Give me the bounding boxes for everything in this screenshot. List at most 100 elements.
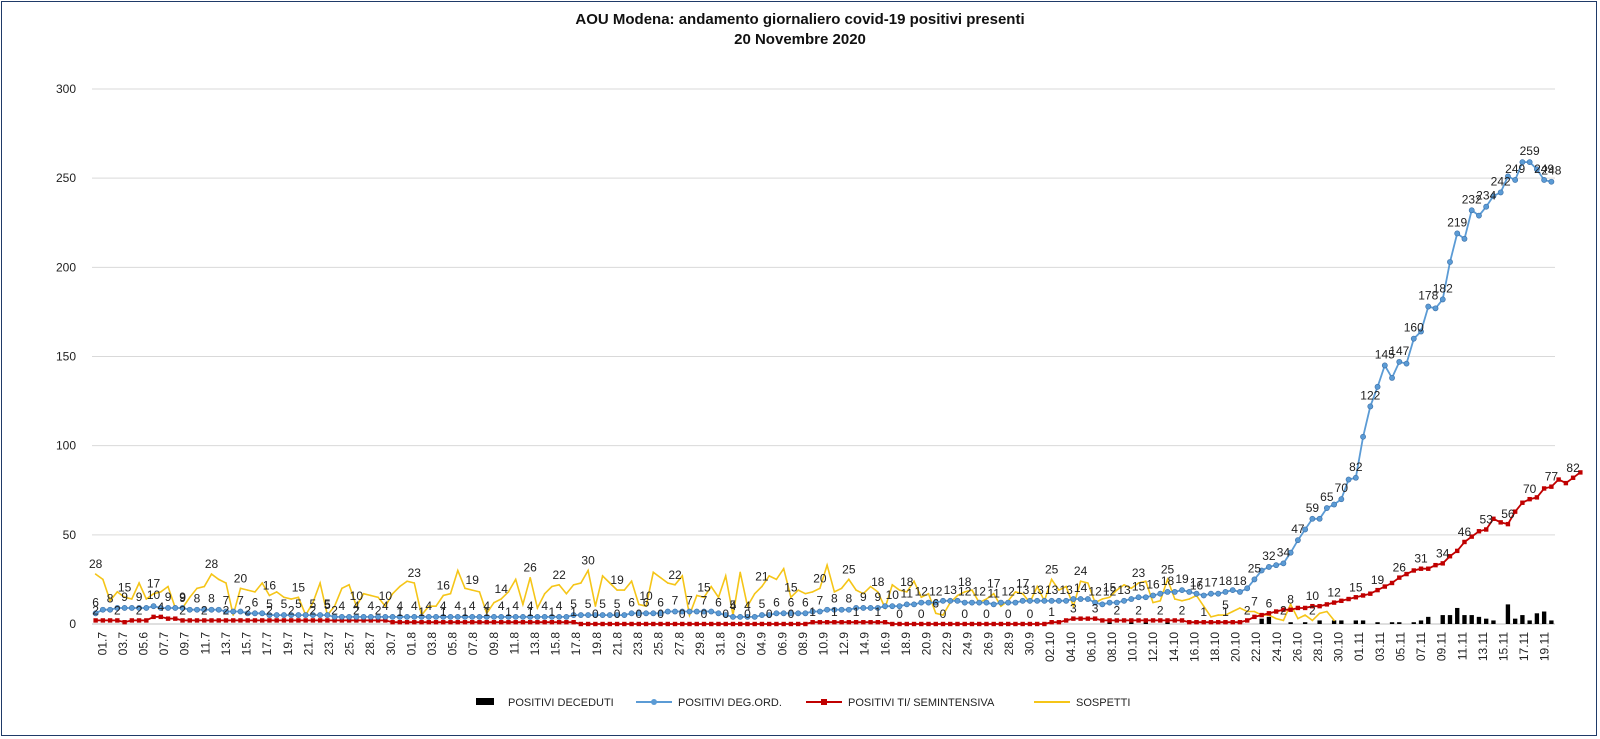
point-deg-ord bbox=[889, 603, 896, 610]
data-label: 5 bbox=[1222, 598, 1229, 612]
data-label: 8 bbox=[194, 592, 201, 606]
point-sospetti bbox=[1058, 589, 1060, 591]
data-label: 4 bbox=[353, 599, 360, 613]
data-label: 1 bbox=[396, 605, 403, 619]
point-deg-ord bbox=[1229, 587, 1236, 594]
point-ti bbox=[1259, 612, 1264, 618]
point-deg-ord bbox=[541, 613, 548, 620]
point-ti bbox=[375, 618, 381, 623]
bar-deceduti bbox=[1360, 620, 1366, 624]
data-label: 70 bbox=[1523, 482, 1537, 496]
point-sospetti bbox=[449, 592, 452, 595]
bar-deceduti bbox=[1418, 620, 1424, 624]
data-label: 6 bbox=[628, 595, 635, 609]
bar-deceduti bbox=[1107, 622, 1112, 624]
point-ti bbox=[730, 621, 736, 627]
point-ti bbox=[397, 620, 403, 625]
point-ti bbox=[1071, 616, 1076, 621]
data-label: 7 bbox=[686, 594, 693, 608]
data-label: 2 bbox=[1135, 603, 1142, 617]
point-sospetti bbox=[406, 580, 408, 582]
point-ti bbox=[1331, 600, 1337, 605]
data-label: 77 bbox=[1545, 470, 1559, 484]
point-ti bbox=[839, 620, 844, 625]
point-ti bbox=[1527, 496, 1532, 502]
point-ti bbox=[1063, 618, 1069, 623]
bar-deceduti bbox=[1534, 613, 1540, 624]
point-sospetti bbox=[1326, 610, 1328, 613]
point-ti bbox=[209, 618, 214, 623]
data-label: 1 bbox=[549, 605, 556, 619]
x-tick-label: 21.8 bbox=[610, 632, 624, 656]
point-ti bbox=[419, 620, 424, 625]
point-ti bbox=[1201, 620, 1206, 625]
point-deg-ord bbox=[425, 613, 432, 620]
point-deg-ord bbox=[1019, 597, 1026, 604]
point-deg-ord bbox=[1476, 212, 1482, 219]
point-sospetti bbox=[203, 585, 206, 588]
point-deg-ord bbox=[404, 613, 410, 620]
data-label: 15 bbox=[697, 580, 711, 594]
data-label: 20 bbox=[813, 571, 827, 585]
point-deg-ord bbox=[360, 613, 367, 620]
point-deg-ord bbox=[92, 610, 99, 617]
point-deg-ord bbox=[664, 608, 671, 615]
point-deg-ord bbox=[672, 608, 678, 615]
point-ti bbox=[1368, 591, 1373, 596]
point-ti bbox=[803, 621, 808, 627]
point-ti bbox=[824, 620, 830, 625]
point-sospetti bbox=[507, 591, 510, 593]
point-deg-ord bbox=[1222, 589, 1229, 595]
point-ti bbox=[636, 621, 642, 627]
point-sospetti bbox=[913, 580, 915, 582]
x-tick-label: 24.9 bbox=[961, 632, 975, 656]
data-label: 2 bbox=[1113, 603, 1120, 617]
point-deg-ord bbox=[396, 613, 403, 620]
data-label: 18 bbox=[958, 575, 972, 589]
point-ti bbox=[752, 621, 757, 627]
point-deg-ord bbox=[128, 605, 135, 611]
bar-deceduti bbox=[1505, 604, 1511, 624]
bar-deceduti bbox=[1397, 622, 1402, 624]
point-deg-ord bbox=[708, 608, 715, 615]
point-deg-ord bbox=[1418, 328, 1424, 335]
point-sospetti bbox=[1079, 580, 1082, 582]
data-label: 12 bbox=[1327, 586, 1341, 600]
point-deg-ord bbox=[1186, 589, 1193, 595]
data-label: 6 bbox=[773, 595, 780, 609]
bar-deceduti bbox=[1266, 616, 1272, 624]
point-ti bbox=[245, 618, 250, 623]
data-label: 9 bbox=[121, 590, 128, 604]
point-ti bbox=[571, 620, 576, 625]
x-tick-label: 09.11 bbox=[1435, 632, 1449, 661]
point-ti bbox=[969, 621, 975, 627]
point-sospetti bbox=[355, 605, 358, 607]
point-deg-ord bbox=[186, 606, 193, 613]
point-ti bbox=[332, 618, 337, 623]
point-sospetti bbox=[319, 582, 321, 584]
point-deg-ord bbox=[346, 613, 353, 620]
point-deg-ord bbox=[643, 610, 649, 617]
data-label: 13 bbox=[1059, 583, 1073, 597]
point-ti bbox=[1295, 605, 1301, 611]
point-deg-ord bbox=[1070, 596, 1077, 602]
data-label: 13 bbox=[1117, 583, 1131, 597]
data-label: 259 bbox=[1520, 144, 1540, 158]
x-tick-label: 15.7 bbox=[240, 632, 254, 656]
point-sospetti bbox=[920, 596, 923, 599]
point-deg-ord bbox=[614, 612, 620, 618]
point-ti bbox=[607, 621, 613, 627]
point-sospetti bbox=[1224, 614, 1227, 616]
point-deg-ord bbox=[1063, 597, 1070, 604]
point-ti bbox=[882, 620, 888, 625]
data-label: 0 bbox=[722, 607, 729, 621]
data-label: 19 bbox=[1175, 572, 1189, 586]
data-label: 12 bbox=[915, 585, 929, 599]
x-tick-label: 11.7 bbox=[198, 632, 212, 655]
point-deg-ord bbox=[657, 610, 664, 617]
x-tick-label: 10.10 bbox=[1126, 632, 1140, 662]
point-sospetti bbox=[551, 585, 553, 588]
point-deg-ord bbox=[998, 599, 1004, 606]
point-ti bbox=[129, 618, 135, 623]
point-deg-ord bbox=[1505, 173, 1511, 180]
